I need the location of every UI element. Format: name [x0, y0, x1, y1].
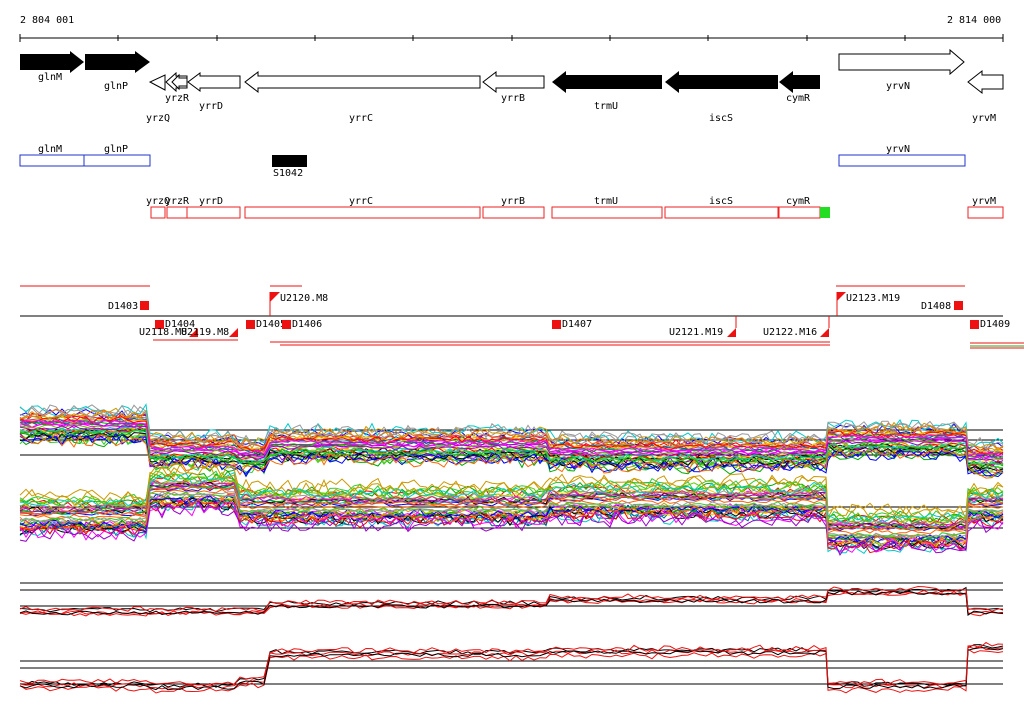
gene-label: glnP	[104, 81, 128, 92]
promoter-label: U2119.M8	[181, 327, 229, 338]
promoter-marker[interactable]: D1409	[970, 319, 1010, 330]
expression-profile-line	[20, 645, 1003, 688]
gene-arrow[interactable]: glnP	[85, 51, 150, 92]
blue-feature-box[interactable]: yrvN	[839, 144, 965, 166]
expression-profile-line	[20, 592, 1003, 616]
promoter-marker[interactable]: D1406	[282, 319, 322, 330]
feature-label: glnM	[38, 144, 62, 155]
promoter-marker[interactable]: U2123.M19	[837, 292, 900, 316]
expression-panels	[20, 405, 1003, 694]
promoter-label: D1405	[256, 319, 286, 330]
red-feature-box[interactable]: yrzR	[165, 196, 190, 218]
feature-label: glnP	[104, 144, 128, 155]
promoter-track: D1403 U2120.M8 U2123.M19 D1408 D1404 U21…	[20, 286, 1024, 348]
gene-label: yrrB	[501, 93, 525, 104]
promoter-marker[interactable]: U2122.M16	[763, 316, 829, 338]
red-feature-box[interactable]: yrrB	[483, 196, 544, 218]
start-coordinate: 2 804 001	[20, 15, 74, 26]
red-feature-track: yrzQ yrzR yrrD yrrC yrrB trmU iscS cymR …	[146, 196, 1003, 218]
gene-arrow[interactable]: trmU	[552, 71, 662, 112]
promoter-label: U2122.M16	[763, 327, 817, 338]
promoter-marker[interactable]: U2120.M8	[270, 292, 328, 316]
red-feature-box[interactable]: yrvM	[968, 196, 1003, 218]
promoter-label: U2123.M19	[846, 293, 900, 304]
gene-annotation-track: glnM glnP yrzQ yrzR yrrD yrrC	[20, 50, 1003, 124]
red-feature-box[interactable]: cymR	[779, 196, 820, 218]
gene-label: yrrD	[199, 101, 223, 112]
gene-arrow[interactable]: yrzR	[165, 73, 190, 104]
promoter-marker[interactable]: D1408	[921, 301, 963, 312]
gene-arrow[interactable]: yrrD	[188, 73, 240, 112]
feature-label: trmU	[594, 196, 618, 207]
promoter-label: U2121.M19	[669, 327, 723, 338]
black-feature-box[interactable]: S1042	[272, 155, 307, 179]
gene-arrow[interactable]: iscS	[665, 71, 778, 124]
gene-label: yrvM	[972, 113, 996, 124]
promoter-label: D1403	[108, 301, 138, 312]
gene-label: yrzR	[165, 93, 190, 104]
red-feature-box[interactable]: yrrC	[245, 196, 480, 218]
blue-feature-box[interactable]: glnP	[84, 144, 150, 166]
coordinate-ruler: 2 804 001 2 814 000	[20, 15, 1003, 42]
gene-label: cymR	[786, 93, 811, 104]
gene-arrow[interactable]: yrvM	[968, 71, 1003, 124]
feature-label: S1042	[273, 168, 303, 179]
feature-label: yrrD	[199, 196, 223, 207]
promoter-marker[interactable]: D1405	[246, 319, 286, 330]
blue-feature-track: glnM glnP yrvN S1042	[20, 144, 965, 179]
feature-label: yrrB	[501, 196, 525, 207]
feature-label: iscS	[709, 196, 733, 207]
red-feature-box[interactable]: iscS	[665, 196, 778, 218]
gene-label: yrrC	[349, 113, 373, 124]
gene-arrow[interactable]: glnM	[20, 51, 84, 83]
promoter-label: U2118.M8	[139, 327, 187, 338]
blue-feature-box[interactable]: glnM	[20, 144, 84, 166]
feature-label: yrzR	[165, 196, 190, 207]
gene-arrow[interactable]: cymR	[779, 71, 820, 104]
end-coordinate: 2 814 000	[947, 15, 1001, 26]
gene-label: yrzQ	[146, 113, 170, 124]
gene-arrow[interactable]: yrvN	[839, 50, 964, 92]
promoter-label: D1406	[292, 319, 322, 330]
feature-label: yrvM	[972, 196, 996, 207]
promoter-label: D1408	[921, 301, 951, 312]
green-marker[interactable]	[820, 207, 830, 218]
gene-label: yrvN	[886, 81, 910, 92]
promoter-marker[interactable]: D1407	[552, 319, 592, 330]
gene-label: glnM	[38, 72, 62, 83]
promoter-label: U2120.M8	[280, 293, 328, 304]
feature-label: yrvN	[886, 144, 910, 155]
promoter-marker[interactable]: U2121.M19	[669, 316, 736, 338]
gene-arrow[interactable]: yrrB	[483, 72, 544, 104]
red-feature-box[interactable]: yrrD	[187, 196, 240, 218]
feature-label: yrrC	[349, 196, 373, 207]
promoter-label: D1409	[980, 319, 1010, 330]
red-feature-box[interactable]: trmU	[552, 196, 662, 218]
feature-label: cymR	[786, 196, 811, 207]
gene-label: iscS	[709, 113, 733, 124]
promoter-marker[interactable]: D1403	[108, 301, 149, 312]
promoter-label: D1407	[562, 319, 592, 330]
expression-profile-line	[20, 643, 1003, 686]
promoter-marker[interactable]: U2119.M8	[181, 327, 238, 338]
gene-arrow[interactable]: yrrC	[245, 72, 480, 124]
gene-label: trmU	[594, 101, 618, 112]
